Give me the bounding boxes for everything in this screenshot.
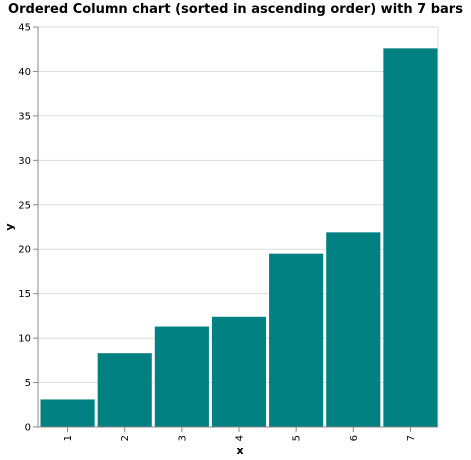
y-axis-title: y (3, 223, 16, 230)
y-tick-label: 35 (18, 111, 31, 122)
x-tick-label: 4 (235, 435, 246, 441)
y-tick-label: 25 (18, 200, 31, 211)
x-axis-title: x (236, 444, 243, 457)
y-tick-label: 40 (18, 67, 31, 78)
bar-5 (269, 253, 324, 427)
x-tick-label: 6 (349, 435, 360, 441)
y-tick-label: 45 (18, 23, 31, 34)
x-tick-label: 1 (63, 435, 74, 441)
x-tick-label: 2 (120, 435, 131, 441)
bar-6 (326, 232, 381, 427)
y-tick-label: 10 (18, 334, 31, 345)
x-tick-label: 7 (406, 435, 417, 441)
y-tick-label: 30 (18, 156, 31, 167)
bar-4 (211, 316, 267, 427)
y-tick-label: 5 (25, 378, 31, 389)
y-tick-label: 20 (18, 245, 31, 256)
y-tick-label: 15 (18, 289, 31, 300)
bar-7 (383, 48, 438, 427)
bar-3 (154, 326, 209, 427)
x-tick-label: 5 (292, 435, 303, 441)
bar-1 (40, 399, 95, 427)
chart-title: Ordered Column chart (sorted in ascendin… (8, 2, 463, 17)
bars (40, 48, 438, 427)
y-tick-label: 0 (25, 423, 31, 434)
bar-2 (97, 353, 152, 427)
x-tick-label: 3 (177, 435, 188, 441)
